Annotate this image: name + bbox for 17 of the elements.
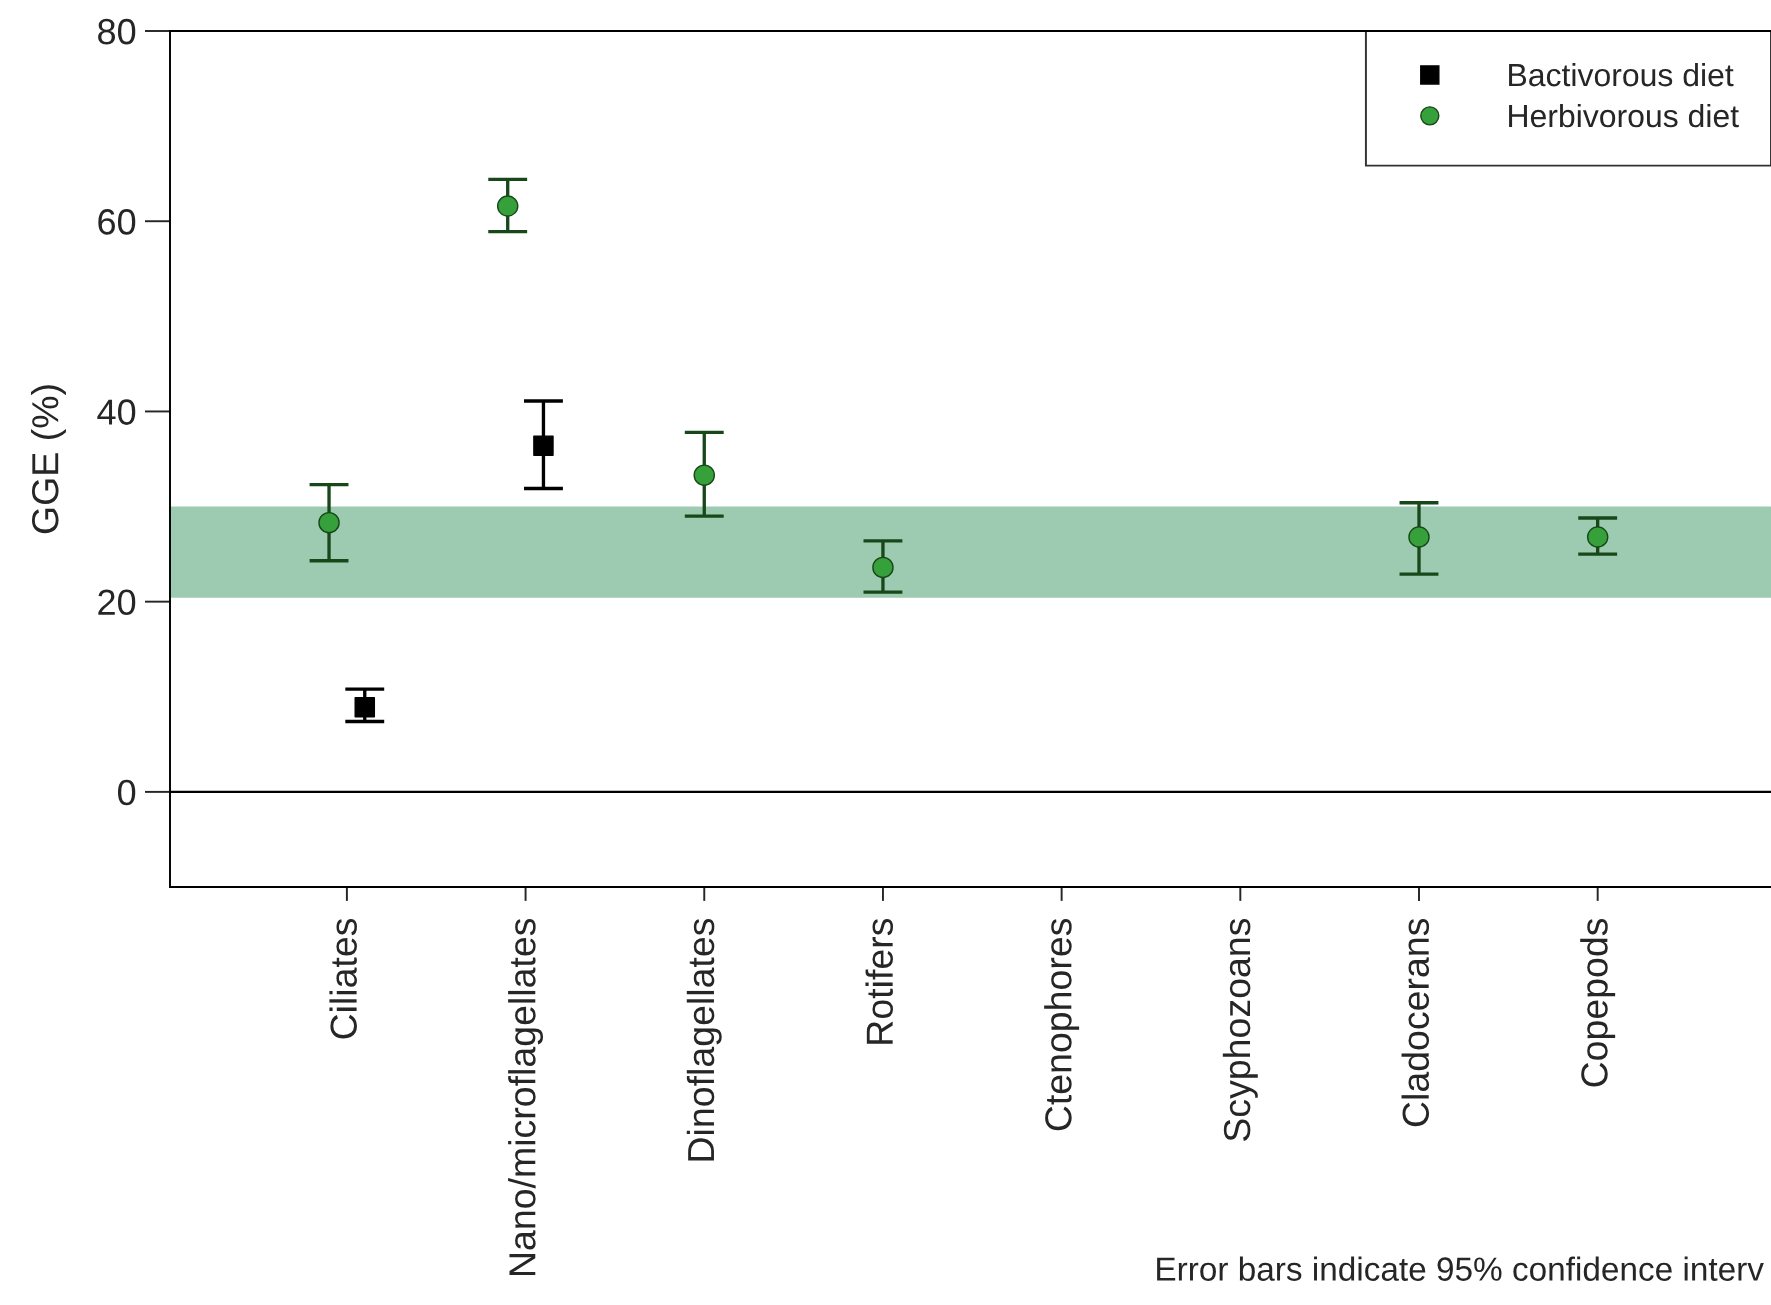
x-tick-label: Ciliates xyxy=(329,918,357,1039)
x-tick-label: Scyphozoans xyxy=(1222,918,1258,1141)
y-tick-label: 40 xyxy=(97,399,136,425)
x-tick-label: Nano/microflagellates xyxy=(508,918,544,1276)
x-tick-label: Dinoflagellates xyxy=(686,918,722,1161)
legend-label: Bactivorous diet xyxy=(1509,62,1734,87)
y-tick-label: 0 xyxy=(118,779,136,806)
y-axis-title: GGE (%) xyxy=(30,385,66,534)
x-tick-label: Ctenophores xyxy=(1044,918,1080,1131)
x-tick-label: Cladocerans xyxy=(1401,918,1430,1127)
x-tick-label: Rotifers xyxy=(865,918,894,1044)
y-tick-label: 60 xyxy=(98,209,136,235)
text: Error bars indicate 95% confidence interv xyxy=(1157,1256,1764,1281)
y-tick-label: 20 xyxy=(98,589,136,616)
x-tick-label: Copepods xyxy=(1580,918,1616,1087)
legend-label: Herbivorous diet xyxy=(1509,103,1739,128)
y-tick-label: 80 xyxy=(98,18,136,45)
